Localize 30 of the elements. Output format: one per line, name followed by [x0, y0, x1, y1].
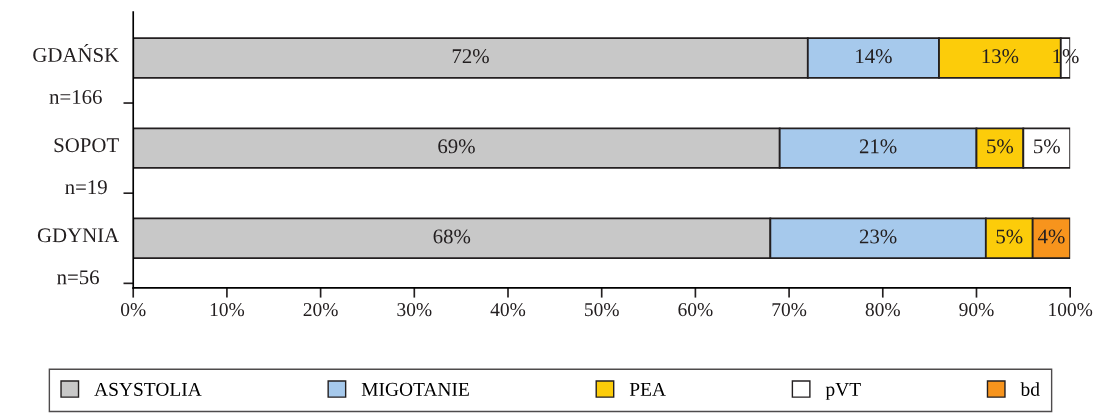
x-tick-label: 40%: [490, 303, 526, 317]
legend-label: bd: [1020, 382, 1040, 396]
data-label: 23%: [859, 229, 897, 244]
category-label: SOPOT n=19: [54, 138, 119, 195]
legend-label: PEA: [629, 382, 666, 396]
data-label: 68%: [433, 229, 471, 244]
x-tick-label: 60%: [678, 303, 713, 317]
data-label: 72%: [452, 49, 489, 64]
data-label: 13%: [982, 49, 1019, 64]
data-label: 69%: [438, 139, 475, 154]
data-label: 21%: [859, 139, 897, 154]
x-tick-label: 50%: [585, 303, 619, 317]
data-label: 5%: [996, 229, 1023, 244]
data-label: 14%: [856, 49, 892, 64]
legend-label: ASYSTOLIA: [94, 382, 202, 396]
x-tick-label: 100%: [1049, 303, 1093, 317]
data-label: 5%: [1034, 139, 1060, 154]
x-tick-label: 90%: [959, 303, 994, 317]
data-label: 5%: [987, 139, 1014, 154]
data-label: 4%: [1037, 229, 1065, 244]
category-label: GDYNIA n=56: [37, 228, 120, 285]
legend-label: MIGOTANIE: [361, 382, 469, 396]
legend-label: pVT: [825, 383, 861, 400]
x-tick-label: 20%: [303, 303, 338, 317]
x-tick-label: 70%: [772, 303, 807, 317]
x-tick-label: 10%: [210, 303, 245, 317]
x-tick-label: 30%: [397, 303, 432, 317]
category-label: GDAŃSK n=166: [33, 43, 119, 105]
x-tick-label: 0%: [121, 303, 146, 317]
x-tick-label: 80%: [865, 303, 900, 317]
